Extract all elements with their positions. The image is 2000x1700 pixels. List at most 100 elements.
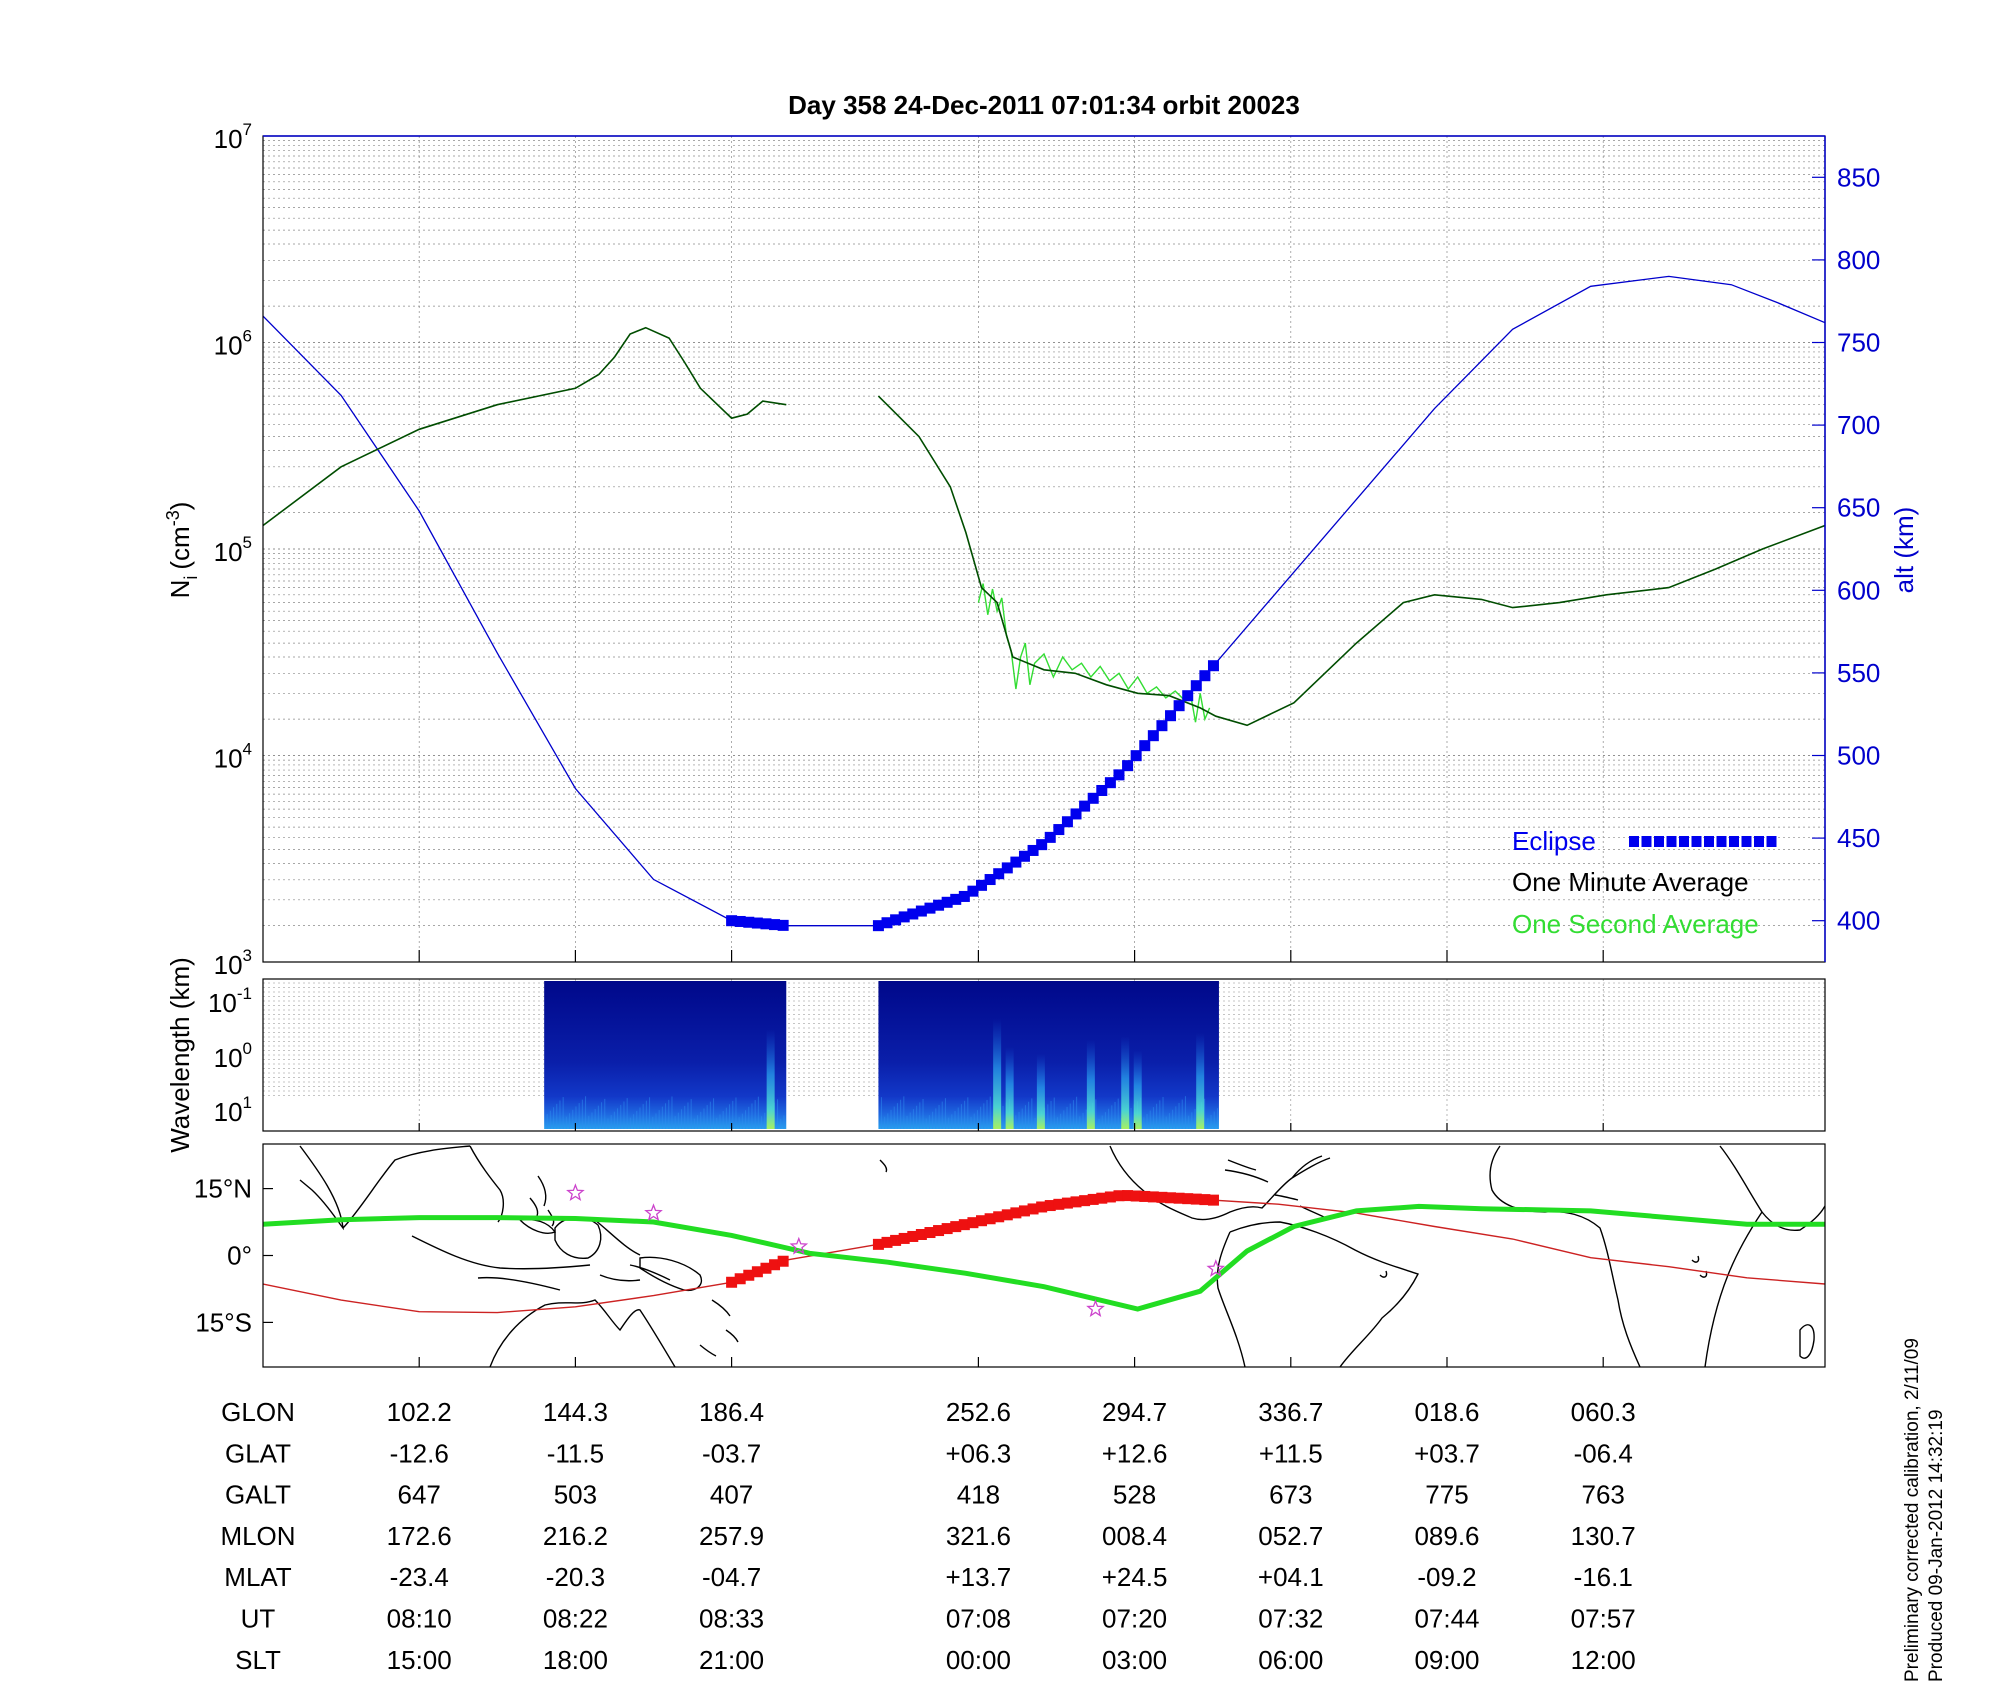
altitude-tick-label: 500: [1837, 741, 1880, 771]
eclipse-marker: [1190, 680, 1202, 692]
ephemeris-cell: 18:00: [543, 1645, 608, 1675]
map-panel: 15°N 0° 15°S: [194, 1143, 1826, 1368]
spectrogram-burst: [1086, 1040, 1095, 1129]
ephemeris-cell: 052.7: [1258, 1521, 1323, 1551]
track-eclipse-marker: [1207, 1194, 1219, 1206]
ephemeris-cell: 336.7: [1258, 1397, 1323, 1427]
density-y-tick-label-exp: 6: [243, 327, 252, 346]
eclipse-marker: [933, 899, 945, 911]
ephemeris-cell: +06.3: [945, 1438, 1011, 1468]
conjugate-star: [1206, 1259, 1226, 1277]
ephemeris-cell: 08:10: [387, 1604, 452, 1634]
ephemeris-cell: 060.3: [1571, 1397, 1636, 1427]
ephemeris-cell: -12.6: [390, 1438, 449, 1468]
coastline-madagascar: [1799, 1324, 1815, 1359]
ephemeris-cell: 775: [1425, 1480, 1468, 1510]
eclipse-marker: [950, 893, 962, 905]
track-eclipse-marker: [1165, 1192, 1177, 1204]
ephemeris-cell: 647: [398, 1480, 441, 1510]
eclipse-marker: [777, 919, 789, 931]
track-eclipse-marker: [734, 1273, 746, 1285]
eclipse-marker: [915, 905, 927, 917]
density-y-tick-label: 107: [214, 120, 252, 154]
ephemeris-cell: 08:22: [543, 1604, 608, 1634]
one-second-average-line: [977, 583, 1211, 723]
ephemeris-cell: 07:57: [1571, 1604, 1636, 1634]
track-eclipse-marker: [924, 1227, 936, 1239]
ephemeris-cell: 07:44: [1414, 1604, 1479, 1634]
eclipse-marker: [751, 917, 763, 929]
ephemeris-cell: 07:08: [946, 1604, 1011, 1634]
eclipse-marker: [1147, 730, 1159, 742]
eclipse-markers: [726, 660, 1219, 932]
one-minute-average-lines: [263, 326, 1825, 727]
altitude-axis-label: alt (km): [1889, 507, 1919, 594]
spectrogram-y-tick-label-exp: 1: [243, 1093, 252, 1112]
legend-eclipse-swatch-mark: [1716, 836, 1727, 847]
track-eclipse-marker: [1122, 1190, 1134, 1202]
eclipse-marker: [1001, 862, 1013, 874]
coastline-caribbean: [1224, 1159, 1327, 1219]
track-eclipse-marker: [1027, 1203, 1039, 1215]
track-eclipse-marker: [1018, 1205, 1030, 1217]
ephemeris-cell: 763: [1582, 1480, 1625, 1510]
legend-minute-label: One Minute Average: [1512, 867, 1749, 897]
density-grid: [263, 135, 1825, 963]
altitude-tick-label: 650: [1837, 493, 1880, 523]
eclipse-marker: [1044, 831, 1056, 843]
legend-eclipse-swatch-mark: [1654, 836, 1664, 847]
conjugate-star: [644, 1203, 663, 1222]
track-eclipse-marker: [743, 1269, 755, 1281]
legend-eclipse-swatch-mark: [1766, 836, 1777, 847]
track-eclipse-marker: [1199, 1194, 1211, 1206]
eclipse-marker: [1104, 777, 1116, 789]
density-y-label-exp: -3: [163, 510, 183, 526]
ephemeris-row-label: SLT: [235, 1645, 281, 1675]
conjugate-star: [1086, 1299, 1105, 1317]
spectrogram-y-tick-label-exp: 0: [243, 1039, 252, 1058]
track-eclipse-marker: [751, 1266, 763, 1278]
eclipse-marker: [984, 874, 996, 886]
spectrogram-burst: [1133, 1050, 1142, 1129]
eclipse-marker: [760, 918, 772, 930]
ephemeris-cell: 418: [957, 1480, 1000, 1510]
track-eclipse-marker: [769, 1259, 781, 1271]
eclipse-marker: [1027, 844, 1039, 856]
track-eclipse-marker: [993, 1211, 1005, 1223]
ephemeris-cell: -23.4: [390, 1562, 449, 1592]
ephemeris-cell: 503: [554, 1480, 597, 1510]
ephemeris-cell: 00:00: [946, 1645, 1011, 1675]
spectrogram-x-ticks: [418, 1123, 1604, 1131]
ephemeris-cell: +04.1: [1258, 1562, 1324, 1592]
track-eclipse-marker: [1147, 1191, 1159, 1203]
density-y-tick-label: 103: [214, 946, 252, 980]
map-lat-label: 0°: [227, 1241, 252, 1271]
ephemeris-table: GLON 102.2 144.3 186.4 252.6 294.7 336.7 018.6 0…: [220, 1397, 1635, 1675]
coastline-australia: [489, 1299, 676, 1367]
legend-eclipse-swatch: [1629, 836, 1777, 847]
one-minute-average-segment: [877, 395, 1825, 727]
ephemeris-cell: -20.3: [546, 1562, 605, 1592]
ephemeris-cell: +11.5: [1259, 1438, 1323, 1468]
ephemeris-row-label: GLON: [221, 1397, 295, 1427]
eclipse-marker: [1079, 800, 1091, 812]
ephemeris-cell: -11.5: [547, 1438, 604, 1468]
spectrogram-frame: [262, 978, 1826, 1132]
eclipse-marker: [734, 915, 746, 927]
density-y-tick-label: 104: [214, 740, 252, 774]
legend-eclipse-label: Eclipse: [1512, 826, 1596, 856]
ephemeris-row-label: GLAT: [225, 1438, 291, 1468]
spectrogram-y-tick-label: 101: [214, 1093, 252, 1127]
spectrogram-burst: [766, 1029, 775, 1129]
density-y-tick-label-exp: 3: [243, 946, 252, 965]
map-latitude-labels: 15°N 0° 15°S: [194, 1174, 273, 1337]
spectrogram-burst: [1196, 1033, 1205, 1129]
eclipse-marker: [976, 879, 988, 891]
ephemeris-cell: 08:33: [699, 1604, 764, 1634]
track-eclipse-marker: [984, 1213, 996, 1225]
spectrogram-burst: [993, 1019, 1002, 1129]
magnetic-equator-line: [263, 1203, 1825, 1312]
